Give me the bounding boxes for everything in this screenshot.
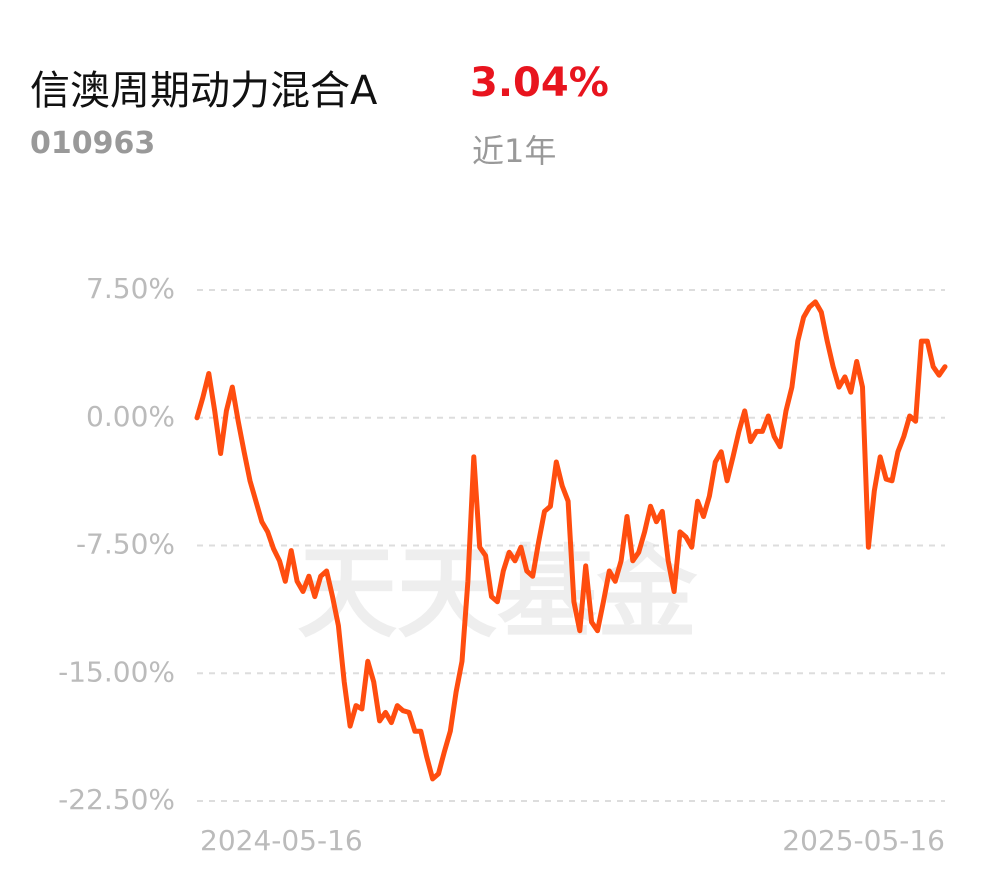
x-tick-label: 2024-05-16: [200, 824, 363, 857]
line: [194, 299, 948, 782]
y-tick-label: 0.00%: [86, 400, 175, 433]
fund-return: 3.04%: [470, 60, 609, 106]
x-tick-label: 2025-05-16: [782, 824, 945, 857]
period: 近1年: [472, 132, 557, 170]
fund-code: 010963: [30, 126, 156, 161]
y-tick-label: -22.50%: [58, 783, 175, 816]
fund-name: 信澳周期动力混合A: [30, 68, 378, 114]
y-tick-label: -15.00%: [58, 655, 175, 688]
y-tick-label: -7.50%: [76, 528, 175, 561]
y-tick-label: 7.50%: [86, 272, 175, 305]
